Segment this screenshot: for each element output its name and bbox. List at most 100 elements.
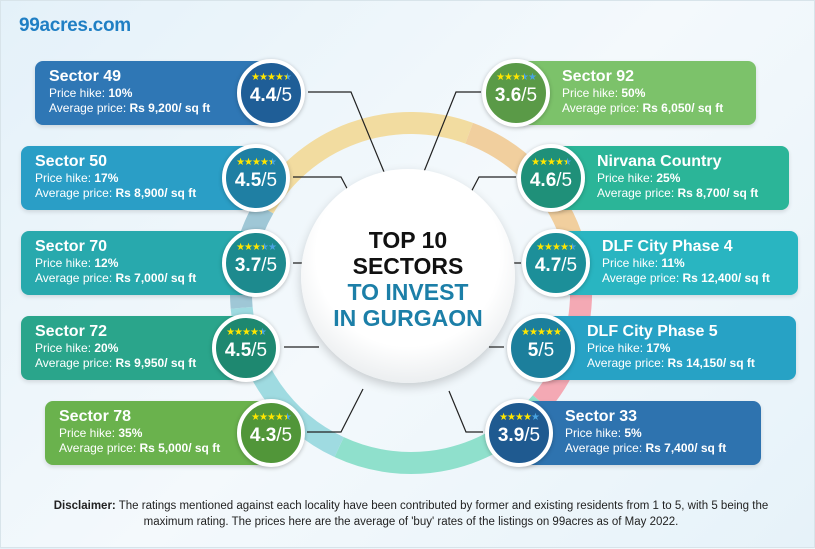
- star-icon: ★: [512, 72, 521, 83]
- star-icon: ★: [282, 72, 292, 83]
- price-hike-label: Price hike:: [35, 341, 95, 355]
- star-icon: ★: [567, 242, 577, 253]
- price-hike: Price hike: 25%: [597, 171, 789, 186]
- locality-card: Sector 72 Price hike: 20% Average price:…: [21, 316, 246, 380]
- connector-line: [307, 388, 364, 433]
- star-icon: ★: [531, 157, 540, 168]
- title-line-2: SECTORS: [352, 253, 464, 279]
- average-price-label: Average price:: [35, 271, 116, 285]
- locality-card: DLF City Phase 4 Price hike: 11% Average…: [556, 231, 798, 295]
- average-price-value: Rs 9,200/ sq ft: [129, 101, 211, 115]
- rating-score: 5/5: [511, 339, 571, 363]
- price-hike-value: 17%: [94, 171, 119, 185]
- price-hike-label: Price hike:: [59, 426, 119, 440]
- rating-max: /5: [276, 425, 293, 446]
- star-icon: ★: [259, 72, 268, 83]
- title-line-4: IN GURGAON: [333, 305, 483, 331]
- rating-value: 3.7: [234, 255, 262, 276]
- price-hike-value: 20%: [94, 341, 119, 355]
- star-icon: ★: [507, 412, 516, 423]
- average-price-label: Average price:: [602, 271, 683, 285]
- price-hike-value: 50%: [621, 86, 646, 100]
- average-price-value: Rs 9,950/ sq ft: [115, 356, 197, 370]
- average-price-value: Rs 8,900/ sq ft: [115, 186, 197, 200]
- rating-max: /5: [524, 425, 541, 446]
- rating-score: 4.4/5: [241, 84, 301, 108]
- locality-name: Nirvana Country: [597, 153, 722, 170]
- price-hike-value: 35%: [118, 426, 143, 440]
- star-icon: ★: [226, 327, 235, 338]
- price-hike-label: Price hike:: [587, 341, 647, 355]
- rating-value: 4.5: [224, 340, 252, 361]
- rating-score: 3.7/5: [226, 254, 286, 278]
- price-hike-value: 10%: [108, 86, 133, 100]
- star-rating: ★★★★★: [216, 327, 276, 339]
- star-icon: ★: [554, 157, 564, 168]
- star-icon: ★: [242, 327, 251, 338]
- average-price-value: Rs 5,000/ sq ft: [139, 441, 221, 455]
- star-icon: ★: [251, 412, 260, 423]
- price-hike-value: 17%: [646, 341, 671, 355]
- price-hike-label: Price hike:: [35, 256, 95, 270]
- rating-score: 4.5/5: [226, 169, 286, 193]
- price-hike-label: Price hike:: [597, 171, 657, 185]
- star-icon: ★: [236, 242, 245, 253]
- star-icon: ★: [244, 157, 253, 168]
- average-price: Average price: Rs 7,400/ sq ft: [565, 441, 761, 456]
- locality-card: DLF City Phase 5 Price hike: 17% Average…: [541, 316, 796, 380]
- price-hike-value: 5%: [624, 426, 642, 440]
- star-icon: ★: [529, 327, 538, 338]
- rating-max: /5: [251, 340, 268, 361]
- locality-name: Sector 70: [35, 238, 108, 255]
- price-hike-value: 25%: [656, 171, 681, 185]
- average-price: Average price: Rs 12,400/ sq ft: [602, 271, 798, 286]
- price-hike: Price hike: 17%: [35, 171, 256, 186]
- locality-name: Sector 78: [59, 408, 132, 425]
- price-hike-label: Price hike:: [562, 86, 622, 100]
- rating-badge: ★★★★★ 4.4/5: [237, 59, 305, 127]
- rating-score: 3.6/5: [486, 84, 546, 108]
- star-rating: ★★★★★: [511, 327, 571, 339]
- rating-value: 5: [527, 340, 539, 361]
- star-icon: ★: [267, 412, 276, 423]
- locality-card: Sector 78 Price hike: 35% Average price:…: [45, 401, 271, 465]
- average-price-label: Average price:: [59, 441, 140, 455]
- star-icon: ★: [496, 72, 505, 83]
- rating-value: 4.6: [529, 170, 557, 191]
- average-price: Average price: Rs 9,950/ sq ft: [35, 356, 246, 371]
- average-price: Average price: Rs 8,900/ sq ft: [35, 186, 256, 201]
- rating-value: 4.4: [249, 85, 277, 106]
- star-rating: ★★★★★: [489, 412, 549, 424]
- title-line-3: TO INVEST: [347, 279, 469, 305]
- price-hike-label: Price hike:: [602, 256, 662, 270]
- average-price-label: Average price:: [49, 101, 130, 115]
- logo: 99acres.com: [19, 15, 131, 36]
- connector-line: [308, 91, 390, 185]
- average-price-label: Average price:: [562, 101, 643, 115]
- star-rating: ★★★★★: [241, 72, 301, 84]
- star-icon: ★: [536, 242, 545, 253]
- star-icon: ★: [236, 157, 245, 168]
- locality-name: DLF City Phase 4: [602, 238, 733, 255]
- rating-value: 3.6: [494, 85, 522, 106]
- price-hike: Price hike: 17%: [587, 341, 796, 356]
- star-rating: ★★★★★: [226, 157, 286, 169]
- rating-badge: ★★★★★ 4.6/5: [517, 144, 585, 212]
- star-icon: ★: [267, 157, 277, 168]
- rating-value: 4.5: [234, 170, 262, 191]
- average-price-value: Rs 12,400/ sq ft: [682, 271, 770, 285]
- rating-value: 3.9: [497, 425, 525, 446]
- title-line-1: TOP 10: [368, 227, 448, 253]
- star-icon: ★: [504, 72, 513, 83]
- star-icon: ★: [257, 327, 267, 338]
- rating-max: /5: [556, 170, 573, 191]
- rating-value: 4.7: [534, 255, 562, 276]
- locality-name: Sector 50: [35, 153, 108, 170]
- locality-card: Sector 33 Price hike: 5% Average price: …: [519, 401, 761, 465]
- price-hike-label: Price hike:: [49, 86, 109, 100]
- star-icon: ★: [562, 157, 572, 168]
- average-price: Average price: Rs 14,150/ sq ft: [587, 356, 796, 371]
- star-icon: ★: [522, 412, 532, 423]
- price-hike-value: 11%: [661, 256, 685, 270]
- price-hike-label: Price hike:: [35, 171, 95, 185]
